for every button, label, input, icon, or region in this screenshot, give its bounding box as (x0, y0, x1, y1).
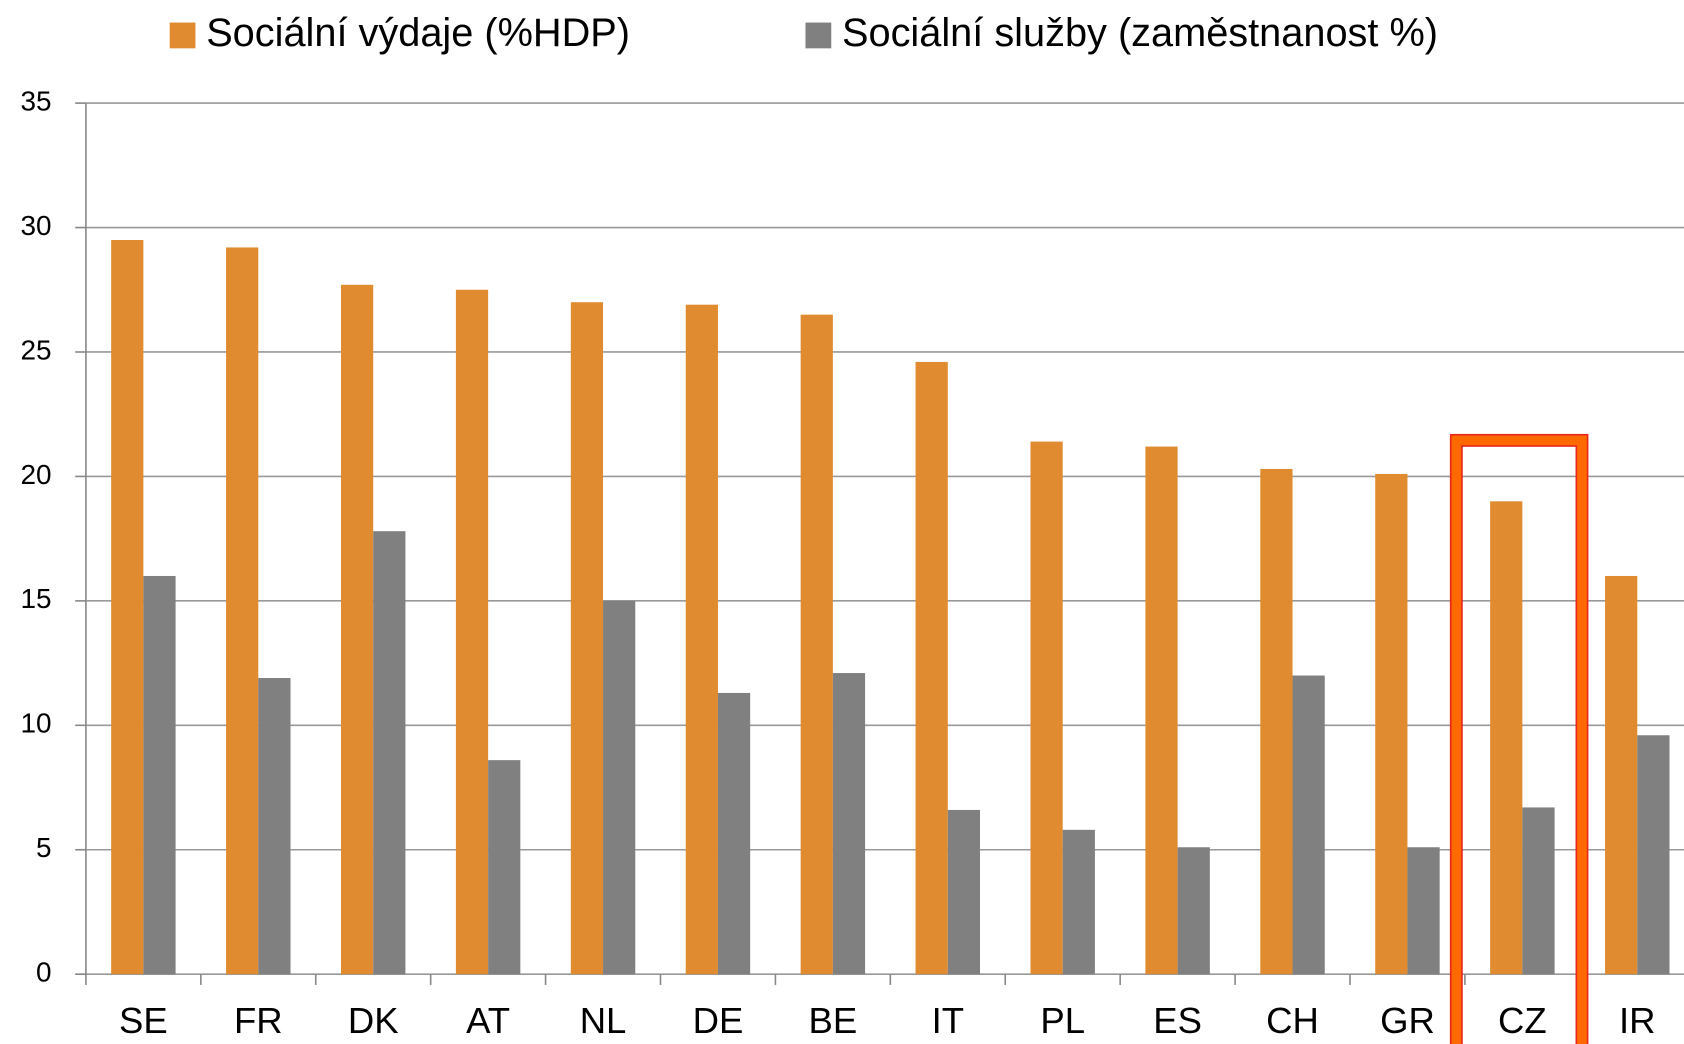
legend-label: Sociální služby (zaměstnanost %) (842, 11, 1438, 55)
bar (1292, 675, 1325, 975)
legend-swatch (805, 22, 832, 49)
bar (1260, 468, 1293, 975)
bar (800, 314, 833, 975)
legend: Sociální výdaje (%HDP) Sociální služby (z… (169, 11, 1438, 55)
y-tick-label: 30 (21, 210, 52, 241)
bar (226, 247, 259, 975)
y-tick-label: 15 (21, 583, 52, 614)
bar (915, 361, 948, 975)
legend-label: Sociální výdaje (%HDP) (206, 11, 630, 55)
y-tick-label: 5 (36, 832, 52, 863)
bar (488, 760, 521, 975)
y-tick-label: 0 (36, 957, 52, 988)
y-tick-label: 10 (21, 708, 52, 739)
bar (1637, 735, 1670, 975)
bar (832, 673, 866, 975)
x-tick-label: IR (1619, 1000, 1655, 1041)
bar (1375, 473, 1408, 975)
x-tick-label: GR (1380, 1000, 1435, 1041)
bar (1030, 441, 1063, 975)
y-tick-label: 35 (21, 85, 52, 116)
x-tick-label: DE (693, 1000, 744, 1041)
bar (340, 284, 374, 975)
bar (717, 692, 751, 975)
x-tick-label: ES (1153, 1000, 1202, 1041)
bar (258, 678, 291, 975)
bar (373, 531, 406, 975)
bar (111, 239, 144, 975)
bar (1522, 807, 1555, 975)
highlight-frame-inner (1451, 435, 1587, 1044)
bar (1177, 847, 1210, 975)
x-tick-label: SE (119, 1000, 168, 1041)
bar (1490, 501, 1523, 975)
x-tick-label: CZ (1498, 1000, 1547, 1041)
bar (1145, 446, 1178, 975)
x-tick-label: BE (809, 1000, 858, 1041)
bar (455, 289, 489, 975)
x-tick-label: FR (234, 1000, 283, 1041)
x-tick-label: CH (1266, 1000, 1319, 1041)
x-tick-label: AT (466, 1000, 510, 1041)
bar (570, 302, 604, 975)
bars (111, 239, 1670, 1044)
bar (947, 809, 981, 975)
bar (685, 304, 718, 975)
y-tick-label: 20 (21, 459, 52, 490)
bar (1062, 829, 1095, 975)
x-tick-label: NL (580, 1000, 627, 1041)
x-tick-label: IT (932, 1000, 964, 1041)
x-tick-label: DK (348, 1000, 399, 1041)
x-tick-label: PL (1040, 1000, 1085, 1041)
bar (603, 600, 636, 975)
y-tick-label: 25 (21, 334, 52, 365)
legend-swatch (169, 22, 196, 49)
bar (143, 575, 176, 975)
bar (1407, 847, 1440, 975)
bar (1605, 575, 1638, 975)
